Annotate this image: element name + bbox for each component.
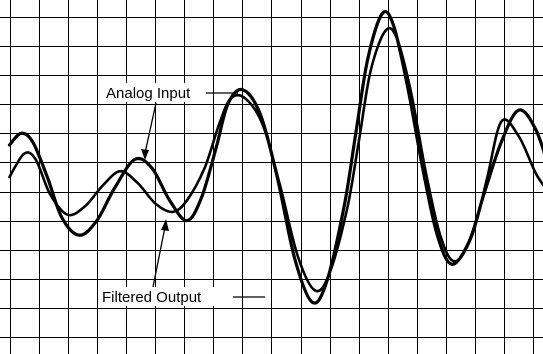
analog-input-annotation: Analog Input — [104, 83, 238, 160]
filtered-output-label-bg — [100, 287, 233, 306]
filtered-output-arrowhead — [161, 219, 169, 231]
filtered-output-pointer-line — [152, 226, 166, 288]
analog-input-trace — [7, 10, 543, 305]
analog-input-label-bg — [104, 83, 206, 102]
chart-traces — [7, 10, 543, 305]
analog-input-arrowhead — [141, 149, 149, 160]
analog-input-pointer-line — [144, 102, 157, 154]
filtered-output-annotation: Filtered Output — [100, 219, 265, 306]
analog-input-label: Analog Input — [106, 85, 191, 102]
filtered-output-trace — [8, 26, 543, 293]
filtered-output-label: Filtered Output — [102, 289, 202, 306]
